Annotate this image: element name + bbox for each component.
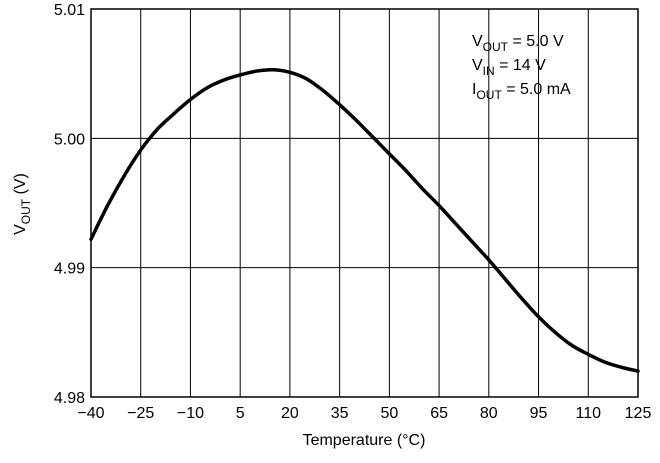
x-tick-label: 5: [236, 405, 245, 422]
y-axis-label: VOUT (V): [12, 173, 33, 235]
x-tick-label: 65: [430, 405, 448, 422]
grid: [91, 9, 638, 397]
x-tick-label: −10: [177, 405, 204, 422]
annotations: VOUT = 5.0 V VIN = 14 V IOUT = 5.0 mA: [472, 33, 571, 102]
condition-note: IOUT = 5.0 mA: [472, 81, 571, 102]
x-tick-label: −25: [127, 405, 154, 422]
y-tick-label: 4.99: [54, 261, 85, 278]
plot-frame: [90, 8, 639, 398]
x-tick-label: 125: [625, 405, 652, 422]
y-tick-label: 5.01: [54, 2, 85, 19]
x-axis-label: Temperature (°C): [303, 432, 426, 449]
x-tick-label: 80: [480, 405, 498, 422]
series-line: [89, 67, 640, 373]
condition-note: VOUT = 5.0 V: [472, 33, 564, 54]
condition-note: VIN = 14 V: [472, 57, 546, 78]
x-tick-label: −40: [77, 405, 104, 422]
y-tick-label: 4.98: [54, 390, 85, 407]
x-tick-label: 35: [331, 405, 349, 422]
y-tick-label: 5.00: [54, 131, 85, 148]
x-tick-label: 50: [380, 405, 398, 422]
x-tick-labels: −40 −25 −10 5 20 35 50 65 80 95 110 125: [77, 405, 651, 422]
y-tick-labels: 4.98 4.99 5.00 5.01: [54, 2, 85, 407]
x-tick-label: 20: [281, 405, 299, 422]
x-tick-label: 110: [576, 405, 602, 422]
x-tick-label: 95: [530, 405, 548, 422]
